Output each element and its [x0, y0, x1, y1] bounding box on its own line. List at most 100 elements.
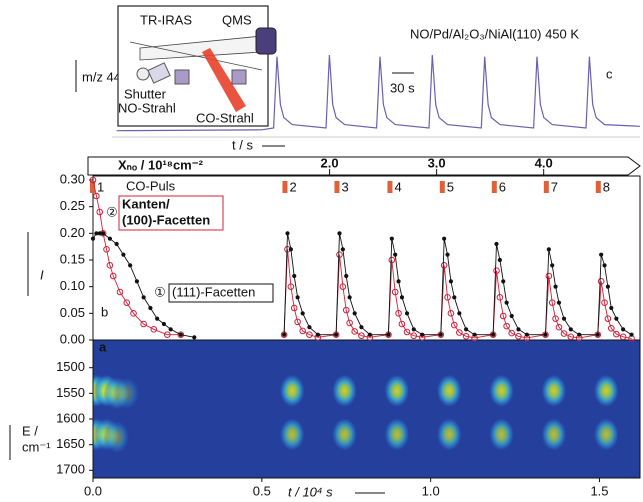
data-point — [93, 192, 100, 200]
data-point — [96, 208, 104, 216]
data-point — [192, 335, 197, 340]
data-point — [358, 332, 365, 340]
y-axis-label: E / — [22, 423, 38, 438]
x-tick-label: 1.5 — [590, 483, 608, 498]
data-point — [456, 329, 463, 336]
y-tick-label: 0.10 — [60, 278, 85, 293]
data-point — [344, 273, 349, 279]
data-point — [599, 252, 604, 257]
legend-box — [118, 195, 224, 231]
legend-label: Kanten/ — [122, 196, 170, 211]
data-point — [577, 332, 582, 337]
data-point — [295, 295, 300, 300]
heat-spot — [488, 417, 515, 452]
data-point — [352, 311, 357, 316]
data-point — [101, 231, 106, 236]
y-tick-label: 1500 — [56, 359, 85, 374]
data-point — [629, 332, 634, 337]
y-tick-label: 0.25 — [60, 198, 85, 213]
data-point — [515, 332, 522, 340]
data-point — [282, 332, 287, 337]
data-point — [472, 332, 477, 337]
data-point — [109, 272, 117, 280]
data-point — [389, 236, 394, 241]
pulse-number: 8 — [603, 179, 610, 194]
data-point — [148, 305, 153, 311]
data-point — [315, 332, 320, 337]
data-point — [386, 332, 391, 337]
data-point — [452, 295, 457, 300]
data-point — [619, 333, 627, 341]
data-point — [553, 284, 558, 289]
heat-spot — [436, 373, 463, 408]
data-point — [548, 299, 556, 306]
heat-spot — [383, 373, 410, 408]
data-point — [509, 313, 514, 319]
data-point — [621, 327, 626, 332]
data-point — [504, 300, 509, 305]
data-point — [448, 279, 454, 284]
data-point — [306, 331, 313, 338]
co-pulse — [491, 181, 497, 193]
data-point — [168, 327, 173, 332]
scale-label: 30 s — [390, 80, 415, 95]
data-point — [150, 326, 158, 333]
x2-axis-label: Xₙₒ / 10¹⁸cm⁻² — [118, 157, 204, 172]
y-axis-label: I — [40, 267, 44, 282]
data-point — [299, 327, 306, 335]
y-tick-label: 0.30 — [60, 171, 85, 186]
data-point — [464, 327, 469, 332]
data-point — [595, 332, 600, 337]
x2-tick-label: 2.0 — [321, 155, 339, 170]
y-tick-label: 0.15 — [60, 251, 85, 266]
panel-frame — [92, 175, 641, 341]
data-point — [597, 278, 605, 285]
data-point — [89, 176, 97, 184]
data-point — [438, 332, 443, 337]
data-point — [607, 324, 615, 332]
data-point — [128, 263, 133, 268]
data-point — [601, 299, 608, 306]
data-point — [391, 288, 399, 296]
heat-spot — [331, 417, 358, 452]
data-point — [567, 333, 575, 341]
y-tick-label: 0.00 — [60, 331, 85, 346]
data-point — [121, 252, 126, 257]
pulse-label: CO-Puls — [126, 178, 176, 193]
data-point — [524, 332, 529, 337]
y-tick-label: 0.05 — [60, 305, 85, 320]
heat-spot — [331, 373, 358, 408]
data-point — [294, 318, 301, 326]
x-axis-label: t / 10⁴ s — [288, 484, 333, 499]
pulse-number: 6 — [499, 179, 506, 194]
data-point — [300, 311, 305, 316]
data-point — [604, 315, 612, 322]
pulse-number: 5 — [447, 179, 454, 194]
heat-spot — [593, 373, 620, 408]
data-point — [287, 283, 295, 290]
data-point — [123, 299, 131, 306]
inset-label: Shutter — [124, 86, 167, 101]
data-point — [568, 327, 573, 332]
co-pulse — [90, 181, 95, 193]
qms-head — [255, 27, 277, 55]
heat-spot — [113, 376, 140, 411]
data-point — [508, 329, 515, 337]
data-point — [351, 328, 358, 335]
data-point — [90, 236, 96, 241]
data-point — [367, 332, 372, 337]
data-point — [609, 305, 614, 311]
inset-label: TR-IRAS — [140, 12, 192, 27]
co-beam — [202, 48, 246, 112]
y-tick-label: 0.20 — [60, 225, 85, 240]
data-point — [103, 246, 110, 253]
x-tick-label: 0.0 — [84, 483, 102, 498]
data-point — [457, 311, 462, 316]
data-point — [285, 231, 290, 236]
data-point — [552, 315, 559, 322]
heat-spot — [593, 417, 620, 452]
panel-a: 1500 1550 1600 1650 1700 0.0 0.5 1.0 1.5 t / 10⁴ … — [9, 339, 641, 499]
data-point — [561, 316, 567, 321]
data-point — [334, 332, 339, 337]
panel-b: 0.00 0.05 0.10 0.15 0.20 0.25 0.30 I Xₙₒ / 10¹⁸c… — [27, 155, 641, 346]
